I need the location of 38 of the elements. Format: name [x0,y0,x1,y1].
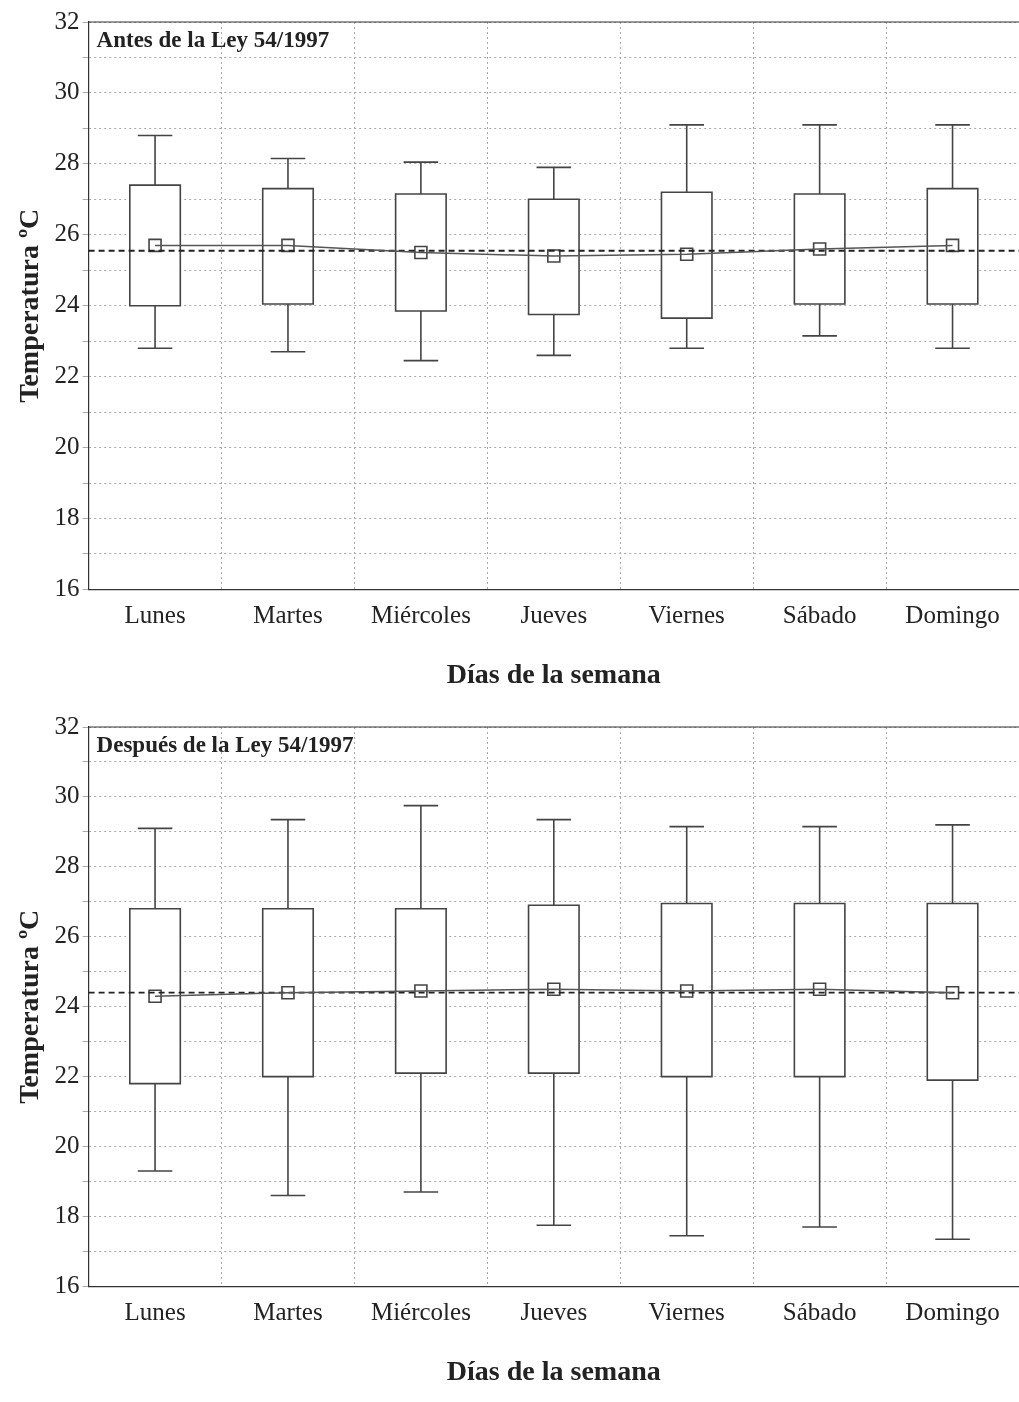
y-axis-title: Temperatura ºC [13,208,45,403]
y-tick-label: 20 [54,432,80,460]
y-tick-label: 16 [54,573,80,601]
y-tick-label: 20 [54,1131,80,1159]
y-tick-label: 22 [54,361,80,389]
y-tick-label: 28 [54,851,80,879]
y-tick-label: 22 [54,1061,80,1089]
y-axis-title: Temperatura ºC [13,909,45,1104]
x-tick-label: Sábado [782,600,857,628]
x-tick-label: Miércoles [370,600,471,628]
x-tick-label: Viernes [648,600,725,628]
y-tick-label: 24 [54,290,81,318]
x-axis-title: Días de la semana [446,1355,661,1387]
y-tick-label: 26 [54,921,80,949]
x-tick-label: Sábado [782,1297,857,1325]
y-tick-label: 26 [54,219,80,247]
y-tick-label: 18 [54,503,80,531]
x-tick-label: Jueves [520,600,588,628]
y-tick-label: 30 [54,77,80,105]
x-tick-label: Lunes [124,600,186,628]
x-tick-label: Martes [253,1297,323,1325]
x-tick-label: Lunes [124,1297,186,1325]
y-tick-label: 24 [54,991,81,1019]
x-axis-title: Días de la semana [446,658,661,690]
x-tick-label: Martes [253,600,323,628]
y-tick-label: 16 [54,1270,80,1298]
y-tick-label: 18 [54,1201,80,1229]
y-tick-label: 30 [54,781,80,809]
chart-title: Antes de la Ley 54/1997 [96,27,330,53]
x-tick-label: Domingo [905,600,1000,628]
y-tick-label: 28 [54,148,80,176]
y-tick-label: 32 [54,711,80,739]
x-tick-label: Miércoles [370,1297,471,1325]
x-tick-label: Domingo [905,1297,1000,1325]
x-tick-label: Jueves [520,1297,588,1325]
x-tick-label: Viernes [648,1297,725,1325]
chart-title: Después de la Ley 54/1997 [96,732,354,758]
y-tick-label: 32 [54,6,80,34]
